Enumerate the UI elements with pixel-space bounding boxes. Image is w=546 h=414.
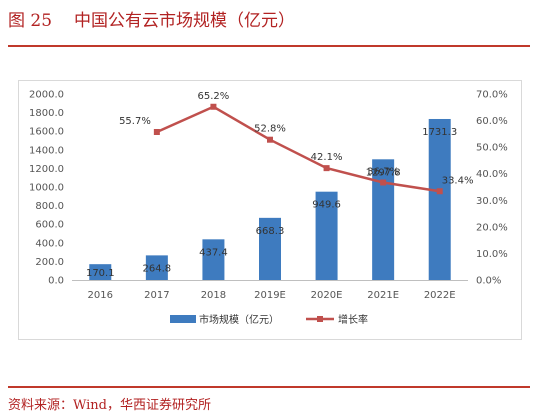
line-value-label: 65.2%	[198, 91, 230, 102]
growth-line	[156, 105, 440, 193]
line-series	[153, 103, 443, 195]
line-marker	[323, 165, 330, 172]
y-right-tick-label: 0.0%	[476, 276, 501, 287]
bar-value-label: 170.1	[86, 268, 115, 279]
x-tick-label: 2020E	[311, 290, 343, 301]
bottom-rule	[8, 386, 530, 388]
line-value-label: 55.7%	[119, 116, 151, 127]
y-right-tick-label: 10.0%	[476, 249, 508, 260]
line-value-label: 36.7%	[367, 166, 399, 177]
x-axis: 2016 2017 2018 2019E 2020E 2021E 2022E	[88, 290, 456, 301]
y-left-tick-label: 200.0	[35, 257, 64, 268]
x-tick-label: 2021E	[367, 290, 399, 301]
line-marker	[380, 179, 387, 186]
source-note: 资料来源：Wind，华西证券研究所	[8, 398, 211, 413]
bar	[89, 264, 112, 280]
y-right-tick-label: 60.0%	[476, 116, 508, 127]
y-axis-right: 0.0% 10.0% 20.0% 30.0% 40.0% 50.0% 60.0% 70.0%	[476, 90, 508, 287]
y-left-tick-label: 1200.0	[29, 164, 64, 175]
legend-line-marker	[317, 316, 323, 322]
x-tick-label: 2019E	[254, 290, 286, 301]
bar-data-labels: 170.1 264.8 437.4 668.3 949.6 1297.8 1731.3	[86, 127, 457, 279]
figure-title: 图 25 中国公有云市场规模（亿元）	[8, 6, 295, 31]
y-left-tick-label: 600.0	[35, 220, 64, 231]
bar-value-label: 949.6	[312, 200, 341, 211]
figure-caption: 中国公有云市场规模（亿元）	[74, 11, 296, 31]
bar-value-label: 1297.8	[366, 167, 401, 178]
x-tick-label: 2018	[201, 290, 226, 301]
y-left-tick-label: 1000.0	[29, 183, 64, 194]
bar-value-label: 1731.3	[422, 127, 457, 138]
y-right-tick-label: 40.0%	[476, 169, 508, 180]
bar	[315, 191, 338, 280]
figure-number: 图 25	[8, 11, 53, 31]
line-marker	[436, 188, 443, 195]
line-marker	[210, 103, 217, 110]
line-value-label: 52.8%	[254, 124, 286, 135]
line-marker	[267, 136, 273, 143]
top-rule	[8, 45, 530, 47]
legend-bar-swatch	[170, 315, 196, 323]
bar	[428, 118, 451, 280]
legend-line-label: 增长率	[338, 313, 368, 326]
legend-bar-label: 市场规模（亿元）	[199, 313, 279, 326]
y-left-tick-label: 1800.0	[29, 108, 64, 119]
y-right-tick-label: 70.0%	[476, 90, 508, 101]
legend: 市场规模（亿元） 增长率	[170, 313, 368, 326]
y-axis-left: 0.0 200.0 400.0 600.0 800.0 1000.0 1200.0 1400.…	[29, 90, 64, 287]
y-left-tick-label: 1600.0	[29, 127, 64, 138]
y-left-tick-label: 2000.0	[29, 90, 64, 101]
bar	[202, 239, 225, 280]
line-data-labels: 55.7% 65.2% 52.8% 42.1% 36.7% 33.4%	[119, 91, 473, 186]
y-right-tick-label: 50.0%	[476, 143, 508, 154]
y-left-tick-label: 400.0	[35, 238, 64, 249]
y-left-tick-label: 0.0	[48, 276, 64, 287]
line-value-label: 42.1%	[311, 152, 343, 163]
line-marker	[153, 128, 160, 135]
bar	[259, 217, 281, 280]
x-tick-label: 2016	[88, 290, 113, 301]
bar-value-label: 668.3	[256, 226, 285, 237]
y-right-tick-label: 30.0%	[476, 196, 508, 207]
y-left-tick-label: 800.0	[35, 201, 64, 212]
bar-series	[89, 118, 451, 280]
y-left-tick-label: 1400.0	[29, 145, 64, 156]
bar-value-label: 437.4	[199, 247, 228, 258]
x-tick-label: 2022E	[424, 290, 456, 301]
line-value-label: 33.4%	[442, 175, 474, 186]
y-right-tick-label: 20.0%	[476, 222, 508, 233]
bar	[145, 255, 168, 280]
x-tick-label: 2017	[144, 290, 169, 301]
bar-value-label: 264.8	[143, 263, 172, 274]
bar	[372, 159, 395, 280]
